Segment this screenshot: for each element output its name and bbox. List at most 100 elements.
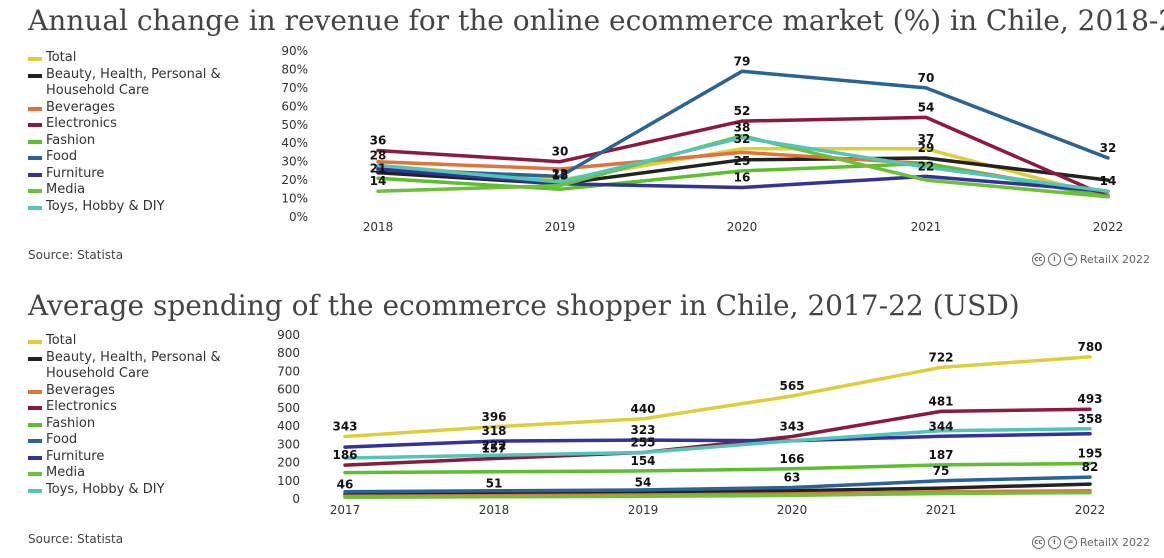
data-label: 440 [630, 402, 655, 416]
data-label: 344 [928, 419, 953, 433]
chart1-credit-text: RetailX 2022 [1079, 253, 1150, 266]
legend-label: Electronics [46, 116, 117, 131]
legend-swatch [28, 389, 42, 394]
data-label: 25 [734, 154, 751, 168]
legend-swatch [28, 406, 42, 410]
x-tick-label: 2020 [777, 503, 808, 517]
legend-label: Toys, Hobby & DIY [46, 481, 165, 497]
legend-item-media: Media [28, 465, 246, 482]
data-label: 75 [933, 464, 950, 478]
legend-swatch [28, 340, 42, 344]
data-label: 318 [481, 424, 506, 438]
legend-item-electronics: Electronics [28, 399, 246, 416]
y-tick-label: 50% [281, 118, 308, 132]
y-tick-label: 60% [281, 99, 308, 113]
data-label: 396 [481, 410, 506, 424]
data-label: 22 [552, 167, 569, 181]
data-label: 14 [370, 174, 387, 188]
data-label: 157 [481, 442, 506, 456]
data-label: 481 [928, 394, 953, 408]
legend-item-beauty-health-personal-household-care: Beauty, Health, Personal & Household Car… [28, 67, 246, 100]
data-label: 30 [552, 145, 569, 159]
data-label: 82 [1082, 460, 1099, 474]
series-line-beauty-health-personal-household-care [343, 482, 1092, 497]
y-tick-label: 700 [277, 364, 300, 378]
legend-label: Food [46, 149, 78, 164]
data-label: 36 [370, 134, 387, 148]
legend-label: Food [46, 432, 78, 447]
data-label: 46 [337, 477, 354, 491]
data-label: 37 [918, 132, 935, 146]
cc-icon: cc [1031, 253, 1045, 266]
attribution-icon: i [1047, 253, 1061, 266]
cc-icon: cc [1031, 536, 1045, 549]
data-label: 32 [734, 132, 751, 146]
data-label: 343 [332, 420, 357, 434]
legend-swatch [28, 57, 42, 61]
legend-item-food: Food [28, 432, 246, 449]
legend-item-total: Total [28, 333, 246, 350]
x-tick-label: 2022 [1093, 220, 1124, 234]
data-label: 195 [1077, 447, 1102, 461]
legend-item-total: Total [28, 50, 246, 67]
chart1-credit: cc i = RetailX 2022 [1031, 253, 1150, 266]
data-label: 51 [486, 477, 503, 491]
legend-item-beverages: Beverages [28, 383, 246, 400]
data-label: 187 [928, 448, 953, 462]
noderivs-icon: = [1063, 536, 1077, 549]
legend-label: Total [46, 50, 77, 65]
y-tick-label: 800 [277, 346, 300, 360]
chart1-legend: Total Beauty, Health, Personal & Househol… [28, 50, 246, 215]
legend-swatch [28, 172, 42, 177]
series-line-food [343, 475, 1092, 494]
chart1-source: Source: Statista [28, 248, 124, 262]
chart2-credit: cc i = RetailX 2022 [1031, 536, 1150, 549]
x-tick-label: 2018 [479, 503, 510, 517]
chart2-legend: Total Beauty, Health, Personal & Househol… [28, 333, 246, 498]
y-tick-label: 30% [281, 155, 308, 169]
y-tick-label: 100 [277, 474, 300, 488]
legend-swatch [28, 472, 42, 476]
series-line-electronics [343, 407, 1092, 467]
legend-swatch [28, 356, 42, 361]
series-line-fashion [343, 461, 1092, 475]
data-label: 780 [1077, 340, 1102, 354]
x-tick-label: 2021 [911, 220, 942, 234]
legend-item-fashion: Fashion [28, 133, 246, 150]
data-label: 358 [1077, 412, 1102, 426]
data-label: 15 [552, 169, 569, 183]
data-label: 343 [779, 420, 804, 434]
data-label: 22 [918, 159, 935, 173]
legend-label: Beauty, Health, Personal & Household Car… [46, 66, 221, 99]
y-tick-label: 90% [281, 44, 308, 58]
data-label: 166 [779, 452, 804, 466]
data-label: 255 [630, 436, 655, 450]
noderivs-icon: = [1063, 253, 1077, 266]
data-label: 565 [779, 379, 804, 393]
legend-item-electronics: Electronics [28, 116, 246, 133]
legend-swatch [28, 139, 42, 144]
y-tick-label: 0 [292, 492, 300, 506]
legend-label: Beverages [46, 382, 115, 398]
y-tick-label: 900 [277, 328, 300, 342]
legend-swatch [28, 156, 42, 160]
legend-item-food: Food [28, 149, 246, 166]
y-tick-label: 300 [277, 437, 300, 451]
data-label: 79 [734, 54, 751, 68]
data-label: 70 [918, 71, 935, 85]
x-tick-label: 2020 [727, 220, 758, 234]
y-tick-label: 10% [281, 192, 308, 206]
y-tick-label: 0% [289, 210, 308, 224]
series-line-media [376, 134, 1110, 199]
y-tick-label: 200 [277, 456, 300, 470]
legend-swatch [28, 422, 42, 427]
legend-swatch [28, 455, 42, 460]
legend-swatch [28, 205, 42, 210]
series-line-media [343, 490, 1092, 499]
legend-item-toys-hobby-diy: Toys, Hobby & DIY [28, 199, 246, 216]
y-tick-label: 20% [281, 173, 308, 187]
legend-label: Furniture [46, 165, 105, 181]
legend-swatch [28, 106, 42, 111]
x-tick-label: 2019 [628, 503, 659, 517]
legend-label: Toys, Hobby & DIY [46, 198, 165, 214]
